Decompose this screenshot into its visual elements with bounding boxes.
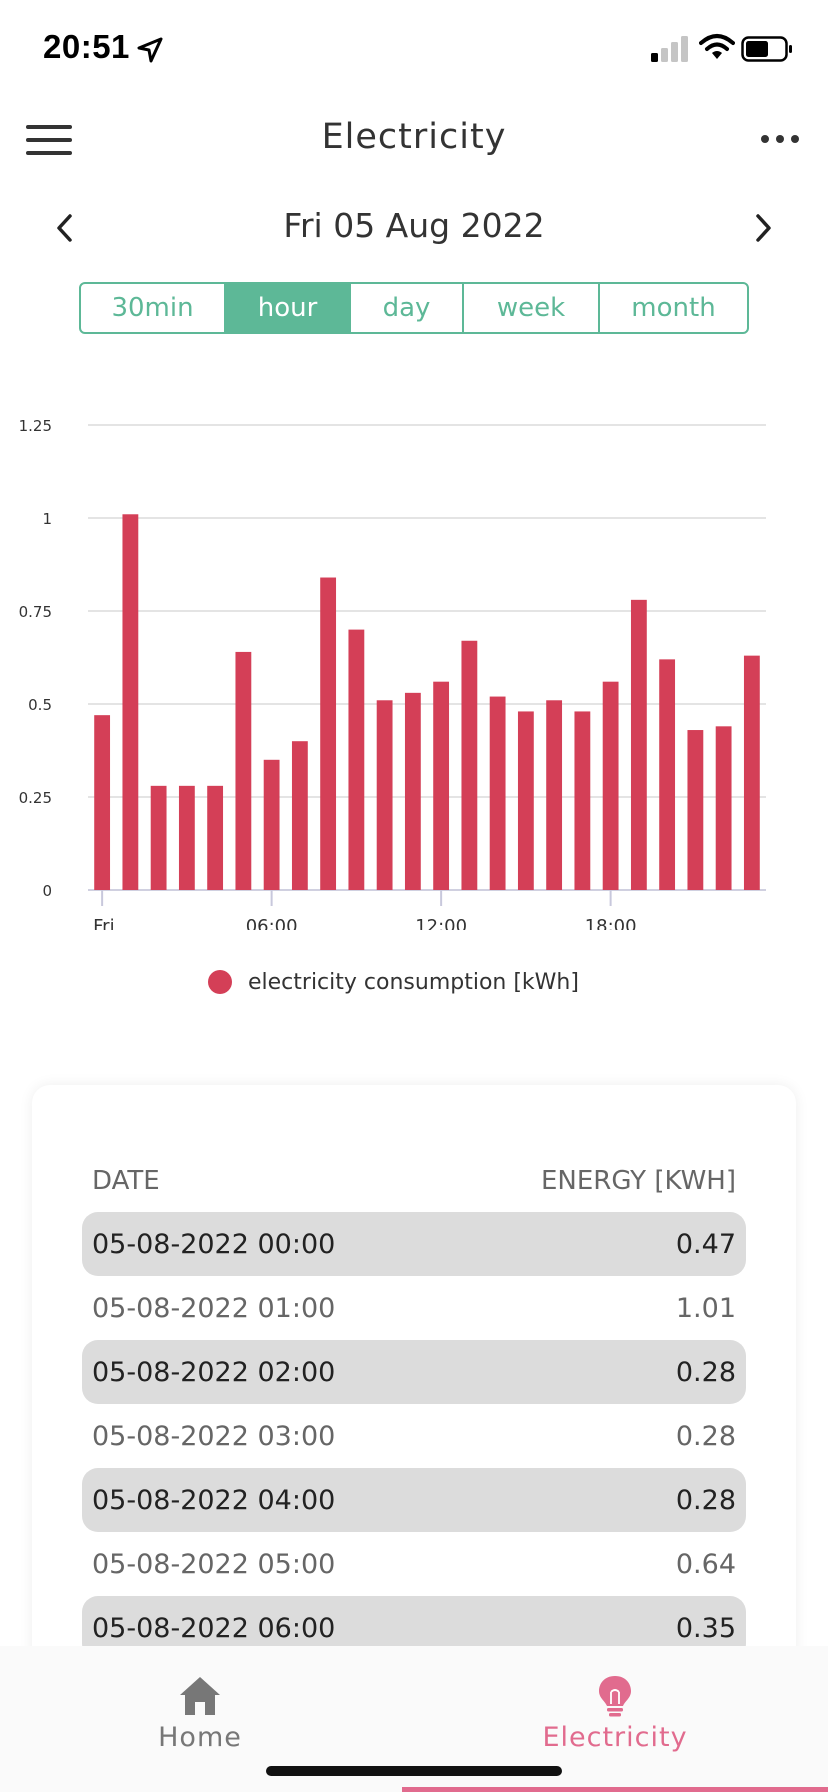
tab-hour[interactable]: hour — [226, 284, 351, 332]
legend-dot-icon — [208, 970, 232, 994]
tab-30min[interactable]: 30min — [81, 284, 226, 332]
chart-bar — [376, 700, 393, 890]
chevron-left-icon[interactable] — [50, 210, 80, 246]
x-tick-label: 06:00 — [246, 916, 298, 930]
row-date: 05-08-2022 01:00 — [92, 1292, 336, 1324]
chart-bar — [263, 759, 280, 890]
status-bar: 20:51 — [0, 0, 828, 100]
interval-tabs: 30min hour day week month — [79, 282, 749, 334]
battery-icon — [741, 36, 792, 62]
y-tick-label: 1.25 — [19, 417, 52, 435]
row-date: 05-08-2022 02:00 — [92, 1356, 336, 1388]
location-arrow-icon — [137, 37, 163, 63]
y-tick-label: 0.5 — [28, 696, 52, 714]
row-energy: 0.35 — [675, 1612, 736, 1644]
tab-day[interactable]: day — [351, 284, 464, 332]
nav-active-indicator — [402, 1787, 828, 1792]
page-title: Electricity — [321, 117, 507, 157]
chart-bar — [546, 700, 563, 890]
table-header: DATE ENERGY [KWH] — [60, 1166, 736, 1196]
chart-bar — [122, 514, 139, 890]
chart-bar — [207, 785, 224, 890]
nav-electricity[interactable]: Electricity — [465, 1646, 765, 1753]
y-tick-label: 0 — [42, 882, 52, 900]
table-row[interactable]: 05-08-2022 00:00 0.47 — [82, 1212, 746, 1276]
chart-bar — [404, 692, 421, 890]
home-indicator — [266, 1766, 562, 1776]
chart-bar — [461, 640, 478, 890]
table-row[interactable]: 05-08-2022 01:00 1.01 — [82, 1276, 746, 1340]
x-tick-label: 18:00 — [585, 916, 637, 930]
tab-week[interactable]: week — [464, 284, 600, 332]
chart-bar — [348, 629, 365, 890]
row-energy: 1.01 — [675, 1292, 736, 1324]
chart-bar — [574, 711, 591, 890]
home-icon — [180, 1677, 220, 1715]
nav-home[interactable]: Home — [50, 1646, 350, 1753]
chart-bar — [687, 730, 704, 890]
table-row[interactable]: 05-08-2022 02:00 0.28 — [82, 1340, 746, 1404]
nav-electricity-label: Electricity — [542, 1722, 688, 1753]
legend-label: electricity consumption [kWh] — [248, 969, 579, 995]
chart-bar — [178, 785, 195, 890]
row-date: 05-08-2022 04:00 — [92, 1484, 336, 1516]
chart-bar — [630, 599, 647, 890]
wifi-icon — [699, 34, 735, 59]
chevron-right-icon[interactable] — [748, 210, 778, 246]
chart-bar — [235, 651, 252, 890]
tab-month[interactable]: month — [631, 293, 716, 323]
row-energy: 0.28 — [675, 1420, 736, 1452]
y-tick-label: 1 — [42, 510, 52, 528]
chart-bar — [489, 696, 506, 890]
column-header-date: DATE — [92, 1166, 160, 1196]
y-tick-label: 0.75 — [19, 603, 52, 621]
chart-bar — [433, 681, 450, 890]
chart-bar — [602, 681, 619, 890]
chart-bar — [94, 715, 111, 890]
chart-legend[interactable]: electricity consumption [kWh] — [208, 964, 579, 1000]
nav-home-label: Home — [158, 1722, 242, 1753]
hamburger-icon[interactable] — [26, 124, 72, 156]
table-row[interactable]: 05-08-2022 05:00 0.64 — [82, 1532, 746, 1596]
chart-bar — [517, 711, 534, 890]
row-date: 05-08-2022 03:00 — [92, 1420, 336, 1452]
x-tick-label: Fri — [93, 916, 114, 930]
chart-bar — [659, 659, 676, 890]
table-row[interactable]: 05-08-2022 03:00 0.28 — [82, 1404, 746, 1468]
chart-bar — [743, 655, 760, 890]
date-label: Fri 05 Aug 2022 — [283, 206, 545, 245]
row-date: 05-08-2022 00:00 — [92, 1228, 336, 1260]
signal-icon — [651, 36, 688, 62]
row-date: 05-08-2022 05:00 — [92, 1548, 336, 1580]
row-date: 05-08-2022 06:00 — [92, 1612, 336, 1644]
row-energy: 0.28 — [675, 1356, 736, 1388]
row-energy: 0.64 — [675, 1548, 736, 1580]
row-energy: 0.47 — [675, 1228, 736, 1260]
table-rows: 05-08-2022 00:00 0.47 05-08-2022 01:00 1.01… — [82, 1212, 746, 1660]
chart-bar — [291, 741, 308, 890]
table-row[interactable]: 05-08-2022 04:00 0.28 — [82, 1468, 746, 1532]
row-energy: 0.28 — [675, 1484, 736, 1516]
y-tick-label: 0.25 — [19, 789, 52, 807]
column-header-energy: ENERGY [KWH] — [540, 1166, 736, 1196]
chart-bar — [150, 785, 167, 890]
chart-bar — [715, 726, 732, 890]
x-tick-label: 12:00 — [415, 916, 467, 930]
status-time: 20:51 — [43, 28, 130, 65]
more-icon[interactable] — [760, 132, 800, 146]
consumption-chart: 0 0.25 0.5 0.75 1 1.25 Fri 06:00 12:00 18:00 — [19, 417, 766, 930]
chart-bar — [320, 577, 337, 890]
lightbulb-icon — [599, 1676, 631, 1717]
